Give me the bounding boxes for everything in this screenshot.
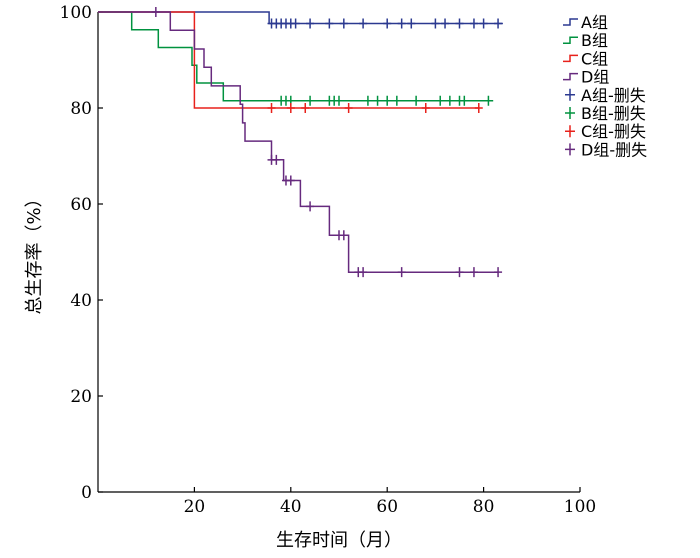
series-layer [98,7,503,278]
x-ticks: 20 40 60 80 100 [184,487,596,517]
censor-mark [325,18,334,29]
censor-mark [484,95,493,106]
censor-mark [469,18,478,29]
legend-censor-label: D组-删失 [581,140,647,159]
censor-mark [412,95,421,106]
censor-mark [445,95,454,106]
x-tick-label: 80 [473,497,495,517]
censor-mark [421,103,430,113]
censor-mark [460,95,469,106]
x-axis-title: 生存时间（月） [276,530,402,551]
censor-mark [339,230,348,241]
censor-mark [397,267,406,278]
series-line [98,11,499,273]
y-tick-label: 60 [70,195,92,215]
legend-label: D组 [581,68,609,87]
censor-mark [272,154,281,165]
censor-mark [335,95,343,106]
x-tick-label: 40 [280,497,302,517]
censor-mark [306,95,315,106]
censor-mark [455,267,464,278]
censor-mark [474,103,483,113]
legend-line-symbol [563,54,578,63]
y-tick-label: 80 [70,99,92,119]
censor-mark [286,103,295,113]
x-tick-label: 100 [564,497,596,517]
y-tick-label: 0 [81,483,92,503]
censor-mark [373,95,382,106]
censor-mark [397,18,406,29]
censor-mark [151,7,160,17]
y-ticks: 0 20 40 60 80 100 [60,3,103,503]
x-tick-label: 20 [184,497,206,517]
censor-mark [306,18,315,29]
legend-label: C组 [581,49,608,68]
censor-mark [339,18,348,29]
censor-mark [436,95,445,106]
series-line [98,11,503,25]
legend-label: B组 [581,31,608,50]
legend-censor-symbol [565,125,575,138]
legend-censor-symbol [565,88,575,101]
censor-mark [359,267,368,278]
series-group [98,11,503,29]
censor-mark [286,175,295,186]
censor-mark [267,103,276,113]
censor-mark [407,18,416,29]
censor-mark [431,18,440,29]
y-tick-label: 40 [70,291,92,311]
axes: 20 40 60 80 100 0 20 40 60 80 100 [60,3,597,517]
censor-mark [383,95,392,106]
censor-mark [291,18,300,29]
legend-censor-symbol [565,107,575,119]
legend-label: A组 [581,13,608,32]
legend-censor-label: A组-删失 [581,86,646,105]
y-axis-title: 总生存率（%） [24,189,45,314]
censor-mark [392,95,401,106]
censor-mark [441,18,450,29]
censor-mark [344,103,353,113]
censor-mark [455,18,464,29]
censor-mark [494,18,503,29]
legend-line-symbol [563,72,578,81]
y-tick-label: 20 [70,387,92,407]
censor-mark [383,18,392,29]
legend-censor-symbol [565,143,575,156]
series-group [98,7,503,278]
legend-line-symbol [563,36,578,44]
censor-mark [359,18,368,29]
censor-mark [306,201,315,212]
legend-censor-label: C组-删失 [581,122,646,141]
censor-mark [301,103,310,113]
y-tick-label: 100 [60,3,92,23]
censor-mark [469,267,478,278]
x-tick-label: 60 [376,497,398,517]
legend-censor-label: B组-删失 [581,104,646,123]
series-line [98,11,479,109]
legend-line-symbol [563,18,578,26]
censor-mark [494,267,503,278]
censor-mark [363,95,372,106]
censor-mark [479,18,488,29]
